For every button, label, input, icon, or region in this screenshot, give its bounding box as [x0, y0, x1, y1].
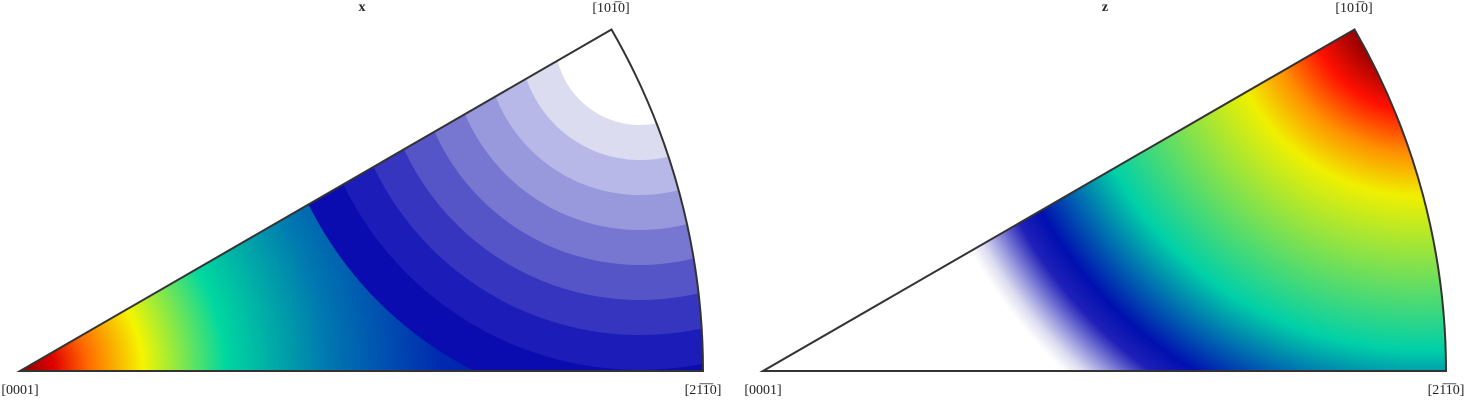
ipf-panel-z — [763, 29, 1446, 371]
corner-label: [21̅1̅0] — [685, 383, 722, 398]
sector-outline — [759, 28, 1448, 372]
sector-outline — [16, 28, 705, 372]
panel-title: z — [1102, 0, 1108, 15]
corner-label: [21̅1̅0] — [1428, 383, 1465, 398]
panel-title: x — [359, 0, 366, 15]
corner-label: [101̅0] — [1335, 1, 1372, 16]
corner-label: [0001] — [744, 383, 781, 398]
corner-label: [0001] — [1, 383, 38, 398]
corner-label: [101̅0] — [592, 1, 629, 16]
